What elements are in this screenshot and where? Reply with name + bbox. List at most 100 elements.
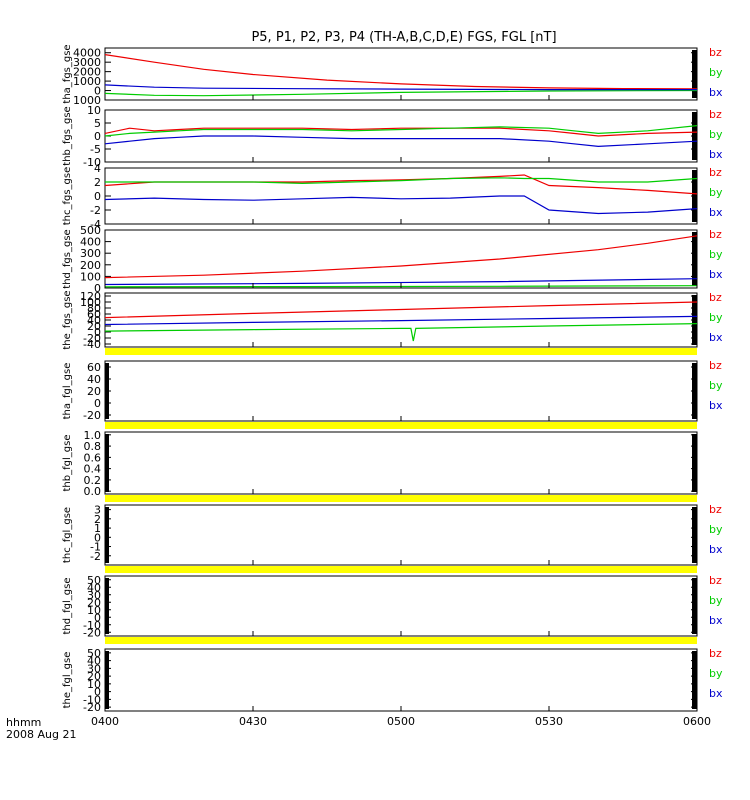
panel-ylabel: thd_fgs_gse (62, 229, 73, 288)
panel-ylabel: thc_fgs_gse (62, 167, 73, 226)
separator-bar (105, 348, 697, 355)
y-tick-label: 400 (80, 236, 101, 249)
legend-bx: bx (709, 614, 723, 627)
series-bx-line (104, 315, 698, 326)
panel-ylabel: tha_fgs_gse (62, 44, 73, 103)
x-axis: 0400 0430 0500 0530 0600 (91, 95, 711, 728)
y-tick-label: 0 (94, 85, 101, 98)
legend-bz: bz (709, 503, 722, 516)
legend-by: by (709, 311, 723, 324)
y-tick-label: 100 (80, 296, 101, 309)
y-tick-label: -4 (90, 218, 101, 231)
series-bx-line (104, 84, 697, 91)
y-tick-label: 10 (87, 604, 101, 617)
y-tick-label: 80 (87, 302, 101, 315)
legend-bz: bz (709, 647, 722, 660)
panel-frame (104, 504, 698, 566)
y-tick-label: 50 (87, 647, 101, 660)
y-tick-label: 60 (87, 308, 101, 321)
series-by-line (104, 323, 698, 342)
y-tick-label: 4000 (73, 47, 101, 60)
panel-frame (104, 648, 698, 712)
series-bz-line (104, 54, 698, 90)
data-coverage-right (692, 434, 697, 492)
y-tick-label: -1 (90, 541, 101, 554)
panel-ylabel: thc_fgl_gse (62, 507, 73, 563)
y-tick-label: 500 (80, 224, 101, 237)
legend-by: by (709, 379, 723, 392)
legend-bx: bx (709, 687, 723, 700)
y-tick-label: -20 (83, 409, 101, 422)
y-tick-label: 50 (87, 574, 101, 587)
legend-by: by (709, 186, 723, 199)
legend-bx: bx (709, 206, 723, 219)
series-by-line (105, 177, 698, 185)
legend-bz: bz (709, 108, 722, 121)
data-coverage-right (692, 578, 697, 634)
y-tick-label: -10 (83, 693, 101, 706)
y-tick-label: -20 (83, 626, 101, 639)
y-tick-label: 0 (94, 282, 101, 295)
y-tick-label: 60 (87, 361, 101, 374)
series-bx-line (104, 195, 698, 215)
y-tick-label: 2 (94, 176, 101, 189)
y-tick-label: -10 (83, 619, 101, 632)
y-tick-label: 1000 (73, 94, 101, 107)
y-tick-label: 0 (94, 686, 101, 699)
data-coverage-right (692, 232, 697, 286)
legend-by: by (709, 128, 723, 141)
legend-by: by (709, 523, 723, 536)
data-coverage-left (105, 507, 109, 563)
y-tick-label: -2 (90, 550, 101, 563)
x-tick-label: 0500 (387, 715, 415, 728)
data-coverage-left (105, 578, 109, 634)
legend-bx: bx (709, 148, 723, 161)
y-tick-label: 1.0 (84, 429, 102, 442)
legend-bx: bx (709, 331, 723, 344)
x-tick-label: 0530 (535, 715, 563, 728)
legend-bz: bz (709, 359, 722, 372)
y-tick-label: 20 (87, 320, 101, 333)
legend-bz: bz (709, 291, 722, 304)
y-tick-label: 200 (80, 259, 101, 272)
y-tick-label: 2000 (73, 66, 101, 79)
data-coverage-left (105, 651, 109, 709)
y-tick-label: 20 (87, 385, 101, 398)
legend-bz: bz (709, 228, 722, 241)
y-tick-label: -40 (83, 338, 101, 351)
panel-thb_fgl_gse: 1.00.80.60.40.20.0 thb_fgl_gse (62, 429, 698, 502)
separator-bar (105, 566, 697, 573)
y-tick-label: -5 (90, 143, 101, 156)
panel-frame (104, 431, 698, 495)
panel-frame (104, 360, 698, 422)
data-coverage-left (105, 363, 109, 419)
legend-by: by (709, 66, 723, 79)
panel-frame (104, 229, 698, 289)
legend-bz: bz (709, 574, 722, 587)
y-tick-label: 1 (94, 522, 101, 535)
separator-bar (105, 637, 697, 644)
data-coverage-right (692, 170, 697, 222)
legend-bz: bz (709, 46, 722, 59)
data-coverage-right (692, 50, 697, 98)
y-tick-label: 40 (87, 314, 101, 327)
y-tick-label: 0 (94, 531, 101, 544)
y-tick-label: 4 (94, 162, 101, 175)
x-tick-label: 0400 (91, 715, 119, 728)
panel-ylabel: the_fgs_gse (62, 290, 73, 349)
y-tick-label: 0.6 (84, 451, 102, 464)
y-tick-label: 1000 (73, 75, 101, 88)
y-tick-label: 300 (80, 247, 101, 260)
y-tick-label: 0 (94, 326, 101, 339)
y-tick-label: 10 (87, 104, 101, 117)
series-by-line (104, 125, 698, 137)
y-tick-label: -20 (83, 701, 101, 714)
panel-frame (104, 167, 698, 225)
y-tick-label: 30 (87, 662, 101, 675)
y-tick-label: 3 (94, 504, 101, 517)
